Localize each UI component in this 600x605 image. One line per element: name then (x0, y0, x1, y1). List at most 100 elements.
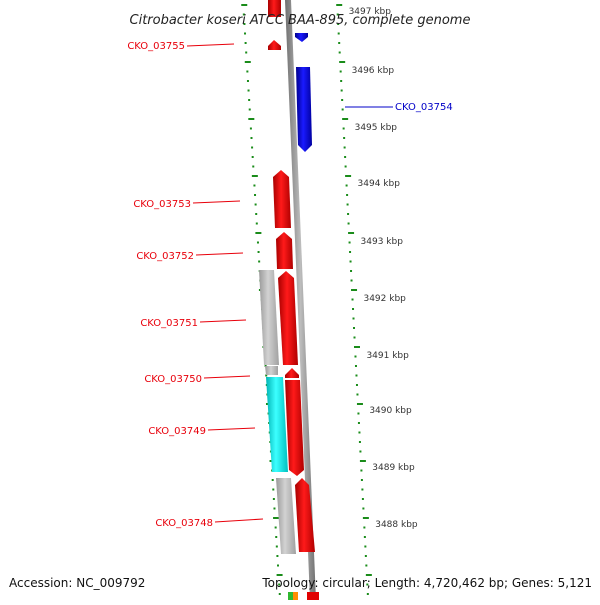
scale-label: 3497 kbp (349, 7, 392, 17)
gene-label-cko03751[interactable]: CKO_03751 (140, 318, 198, 329)
tick-mark (275, 545, 278, 548)
gene-arrow-cko03752[interactable] (276, 232, 293, 269)
scale-label: 3496 kbp (352, 66, 395, 76)
tick-mark (250, 137, 253, 139)
tick-mark (363, 526, 366, 529)
tick-mark (361, 498, 364, 500)
tick-mark (276, 574, 283, 576)
scale-label: 3490 kbp (369, 406, 412, 416)
tick-mark (349, 260, 352, 263)
tick-mark (244, 32, 247, 35)
tick-mark (276, 555, 279, 557)
tick-mark (366, 593, 369, 595)
tick-mark (347, 222, 350, 225)
tick-mark (257, 251, 260, 253)
tick-mark (253, 184, 256, 187)
tick-mark (356, 403, 363, 405)
gene-arrow-cko-top[interactable] (268, 0, 281, 17)
tick-mark (339, 61, 346, 63)
tick-mark (346, 194, 349, 196)
scale-label: 3495 kbp (355, 123, 398, 133)
tick-mark (344, 156, 347, 158)
tick-mark (265, 374, 268, 377)
tick-mark (351, 298, 354, 301)
tick-mark (254, 194, 257, 196)
tick-mark (244, 42, 247, 44)
gene-label-cko03749[interactable]: CKO_03749 (148, 426, 206, 437)
feature-rna-cko03749[interactable] (266, 377, 288, 472)
tick-mark (246, 70, 249, 73)
tick-mark (276, 564, 279, 567)
tick-mark (241, 4, 248, 6)
gene-labels: CKO_03755 CKO_03754 CKO_03753 CKO_03752 CKO_… (127, 41, 452, 529)
tick-mark (339, 70, 342, 73)
tick-mark (258, 260, 261, 263)
tick-mark (274, 526, 277, 529)
tick-mark (364, 555, 367, 557)
tick-mark (342, 127, 345, 130)
gene-arrow-cko03755[interactable] (268, 40, 281, 50)
tick-mark (354, 365, 357, 367)
tick-mark (251, 146, 254, 149)
tick-mark (341, 99, 344, 101)
tick-mark (342, 118, 349, 120)
gene-arrow-cko03753[interactable] (273, 170, 291, 228)
gene-label-cko03752[interactable]: CKO_03752 (136, 251, 194, 262)
label-leader-line (195, 252, 244, 256)
gene-label-cko03754[interactable]: CKO_03754 (395, 102, 453, 113)
gene-arrow-cko03750[interactable] (285, 368, 299, 378)
tick-mark (358, 431, 361, 434)
tick-mark (278, 593, 281, 595)
scale-label: 3488 kbp (375, 520, 418, 530)
tick-mark (336, 13, 339, 16)
tick-mark (243, 23, 246, 25)
tick-mark (365, 574, 372, 576)
feature-gray-cko03751[interactable] (259, 270, 279, 365)
tick-mark (246, 80, 249, 82)
tick-mark (365, 564, 368, 567)
label-leader-line (186, 43, 235, 47)
genome-backbone (285, 0, 316, 600)
tick-mark (357, 412, 360, 415)
tick-mark (337, 32, 340, 35)
tick-mark (272, 498, 275, 500)
tick-mark (344, 165, 347, 168)
gene-label-cko03755[interactable]: CKO_03755 (127, 41, 185, 52)
feature-gray-small[interactable] (265, 366, 278, 375)
gene-label-cko03750[interactable]: CKO_03750 (144, 374, 202, 385)
label-leader-line (207, 427, 256, 431)
tick-mark (273, 507, 276, 510)
tick-mark (248, 99, 251, 101)
gene-arrow-blue-small[interactable] (295, 33, 308, 42)
scale-label: 3489 kbp (372, 463, 415, 473)
gene-label-cko03753[interactable]: CKO_03753 (133, 199, 191, 210)
tick-mark (341, 108, 344, 111)
tick-mark (362, 507, 365, 510)
scale-labels: 3497 kbp 3496 kbp 3495 kbp 3494 kbp 3493 kbp… (349, 7, 418, 530)
gene-arrow-cko03748[interactable] (295, 478, 315, 552)
gene-label-cko03748[interactable]: CKO_03748 (155, 518, 213, 529)
tick-mark (273, 517, 280, 519)
tick-mark (353, 346, 360, 348)
tick-mark (254, 203, 257, 206)
tick-mark (251, 175, 258, 177)
tick-mark (359, 460, 366, 462)
tick-mark (350, 279, 353, 282)
gene-arrow-cko03751[interactable] (278, 271, 298, 365)
scale-label: 3493 kbp (361, 237, 404, 247)
legend-swatch-red (307, 592, 319, 600)
tick-mark (242, 13, 245, 16)
gene-arrow-cko03749[interactable] (285, 380, 304, 476)
tick-mark (348, 241, 351, 244)
tick-mark (358, 441, 361, 443)
tick-mark (355, 374, 358, 377)
feature-gray-cko03748[interactable] (276, 478, 296, 554)
tick-mark (345, 175, 352, 177)
scale-label: 3492 kbp (363, 294, 406, 304)
tick-mark (350, 270, 353, 272)
tick-mark (271, 479, 274, 481)
tick-mark (249, 127, 252, 130)
gene-arrow-cko03754[interactable] (296, 67, 312, 152)
topology-text: Topology: circular; Length: 4,720,462 bp… (262, 576, 592, 590)
